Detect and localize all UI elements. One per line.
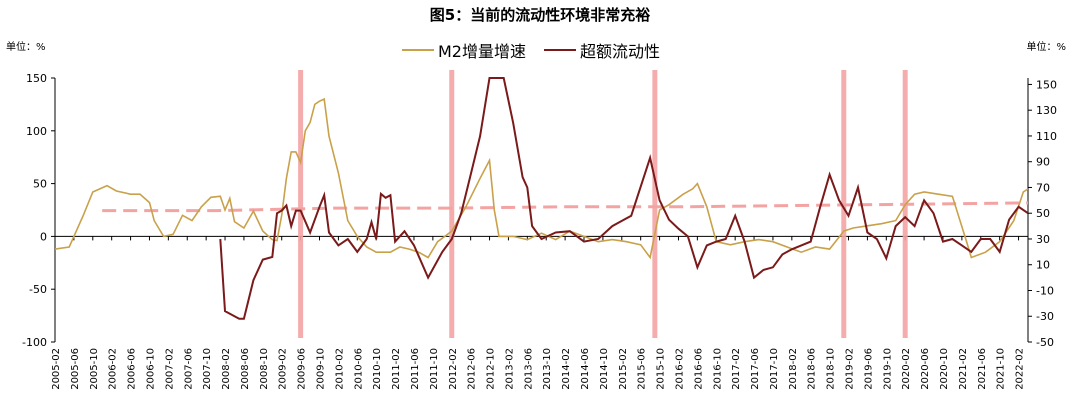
x-tick-label: 2020-10: [939, 348, 950, 390]
x-tick-label: 2010-10: [372, 348, 383, 390]
x-tick-label: 2008-02: [221, 348, 232, 390]
x-tick-label: 2005-02: [51, 348, 62, 390]
x-tick-label: 2005-10: [89, 348, 100, 390]
right-tick-label: -50: [1036, 336, 1054, 349]
x-tick-label: 2009-02: [278, 348, 289, 390]
x-tick-label: 2007-06: [183, 348, 194, 390]
x-tick-label: 2015-02: [618, 348, 629, 390]
left-tick-label: -50: [29, 283, 47, 296]
x-tick-label: 2013-10: [542, 348, 553, 390]
x-tick-label: 2008-06: [240, 348, 251, 390]
vertical-marker: [841, 70, 847, 338]
x-tick-label: 2015-10: [656, 348, 667, 390]
chart-title: 图5：当前的流动性环境非常充裕: [429, 6, 651, 24]
x-tick-label: 2019-06: [863, 348, 874, 390]
right-tick-label: 70: [1036, 181, 1050, 194]
legend-swatch-m2: [402, 49, 434, 51]
x-tick-label: 2022-02: [1015, 348, 1026, 390]
right-tick-label: 10: [1036, 259, 1050, 272]
legend-swatch-excess-liquidity: [544, 49, 576, 51]
left-axis-unit: 单位：%: [6, 42, 46, 53]
legend-item-m2: M2增量增速: [402, 38, 526, 62]
legend-label-m2: M2增量增速: [438, 42, 526, 61]
right-tick-label: 50: [1036, 207, 1050, 220]
left-tick-label: 150: [26, 72, 47, 85]
x-tick-label: 2017-02: [731, 348, 742, 390]
x-tick-label: 2014-02: [561, 348, 572, 390]
x-tick-label: 2019-10: [882, 348, 893, 390]
x-tick-label: 2017-10: [769, 348, 780, 390]
x-tick-label: 2017-06: [750, 348, 761, 390]
x-tick-label: 2019-02: [845, 348, 856, 390]
right-tick-label: 110: [1036, 130, 1057, 143]
right-tick-label: 150: [1036, 78, 1057, 91]
x-tick-label: 2011-02: [391, 348, 402, 390]
vertical-marker: [298, 70, 304, 338]
left-tick-label: 0: [40, 230, 47, 243]
x-tick-label: 2013-06: [523, 348, 534, 390]
right-tick-label: 90: [1036, 156, 1050, 169]
x-tick-label: 2021-06: [977, 348, 988, 390]
reference-dashed-line: [102, 201, 1029, 213]
x-tick-label: 2018-10: [826, 348, 837, 390]
x-tick-label: 2009-06: [297, 348, 308, 390]
right-axis-unit: 单位：%: [1026, 42, 1066, 53]
x-tick-label: 2018-06: [807, 348, 818, 390]
x-tick-label: 2013-02: [504, 348, 515, 390]
left-tick-label: -100: [22, 336, 47, 349]
x-tick-label: 2016-10: [712, 348, 723, 390]
x-tick-label: 2011-06: [410, 348, 421, 390]
right-tick-label: -30: [1036, 310, 1054, 323]
left-tick-label: 50: [33, 178, 47, 191]
x-tick-label: 2016-06: [693, 348, 704, 390]
x-tick-label: 2016-02: [674, 348, 685, 390]
chart-legend: M2增量增速 超额流动性: [402, 39, 678, 61]
x-tick-label: 2020-06: [920, 348, 931, 390]
x-tick-label: 2012-10: [486, 348, 497, 390]
x-tick-label: 2014-10: [599, 348, 610, 390]
x-tick-label: 2012-02: [448, 348, 459, 390]
x-tick-label: 2006-06: [127, 348, 138, 390]
legend-item-excess-liquidity: 超额流动性: [544, 38, 660, 62]
legend-label-excess-liquidity: 超额流动性: [580, 42, 661, 61]
x-tick-label: 2018-02: [788, 348, 799, 390]
x-tick-label: 2020-02: [901, 348, 912, 390]
vertical-marker: [652, 70, 658, 338]
right-tick-label: 30: [1036, 233, 1050, 246]
x-tick-label: 2021-02: [958, 348, 969, 390]
x-tick-label: 2015-06: [637, 348, 648, 390]
x-tick-label: 2006-02: [108, 348, 119, 390]
left-tick-label: 100: [26, 125, 47, 138]
x-tick-label: 2008-10: [259, 348, 270, 390]
series-line-excess-liquidity: [219, 77, 1028, 320]
x-tick-label: 2014-06: [580, 348, 591, 390]
x-tick-label: 2010-06: [353, 348, 364, 390]
x-tick-label: 2021-10: [996, 348, 1007, 390]
right-tick-label: -10: [1036, 284, 1054, 297]
x-tick-label: 2010-02: [334, 348, 345, 390]
right-tick-label: 130: [1036, 104, 1057, 117]
x-tick-label: 2006-10: [145, 348, 156, 390]
x-tick-label: 2007-10: [202, 348, 213, 390]
x-tick-label: 2011-10: [429, 348, 440, 390]
x-tick-label: 2012-06: [467, 348, 478, 390]
x-tick-label: 2005-06: [70, 348, 81, 390]
vertical-marker: [449, 70, 455, 338]
x-tick-label: 2009-10: [316, 348, 327, 390]
x-tick-label: 2007-02: [164, 348, 175, 390]
series-line-m2: [55, 97, 1028, 260]
